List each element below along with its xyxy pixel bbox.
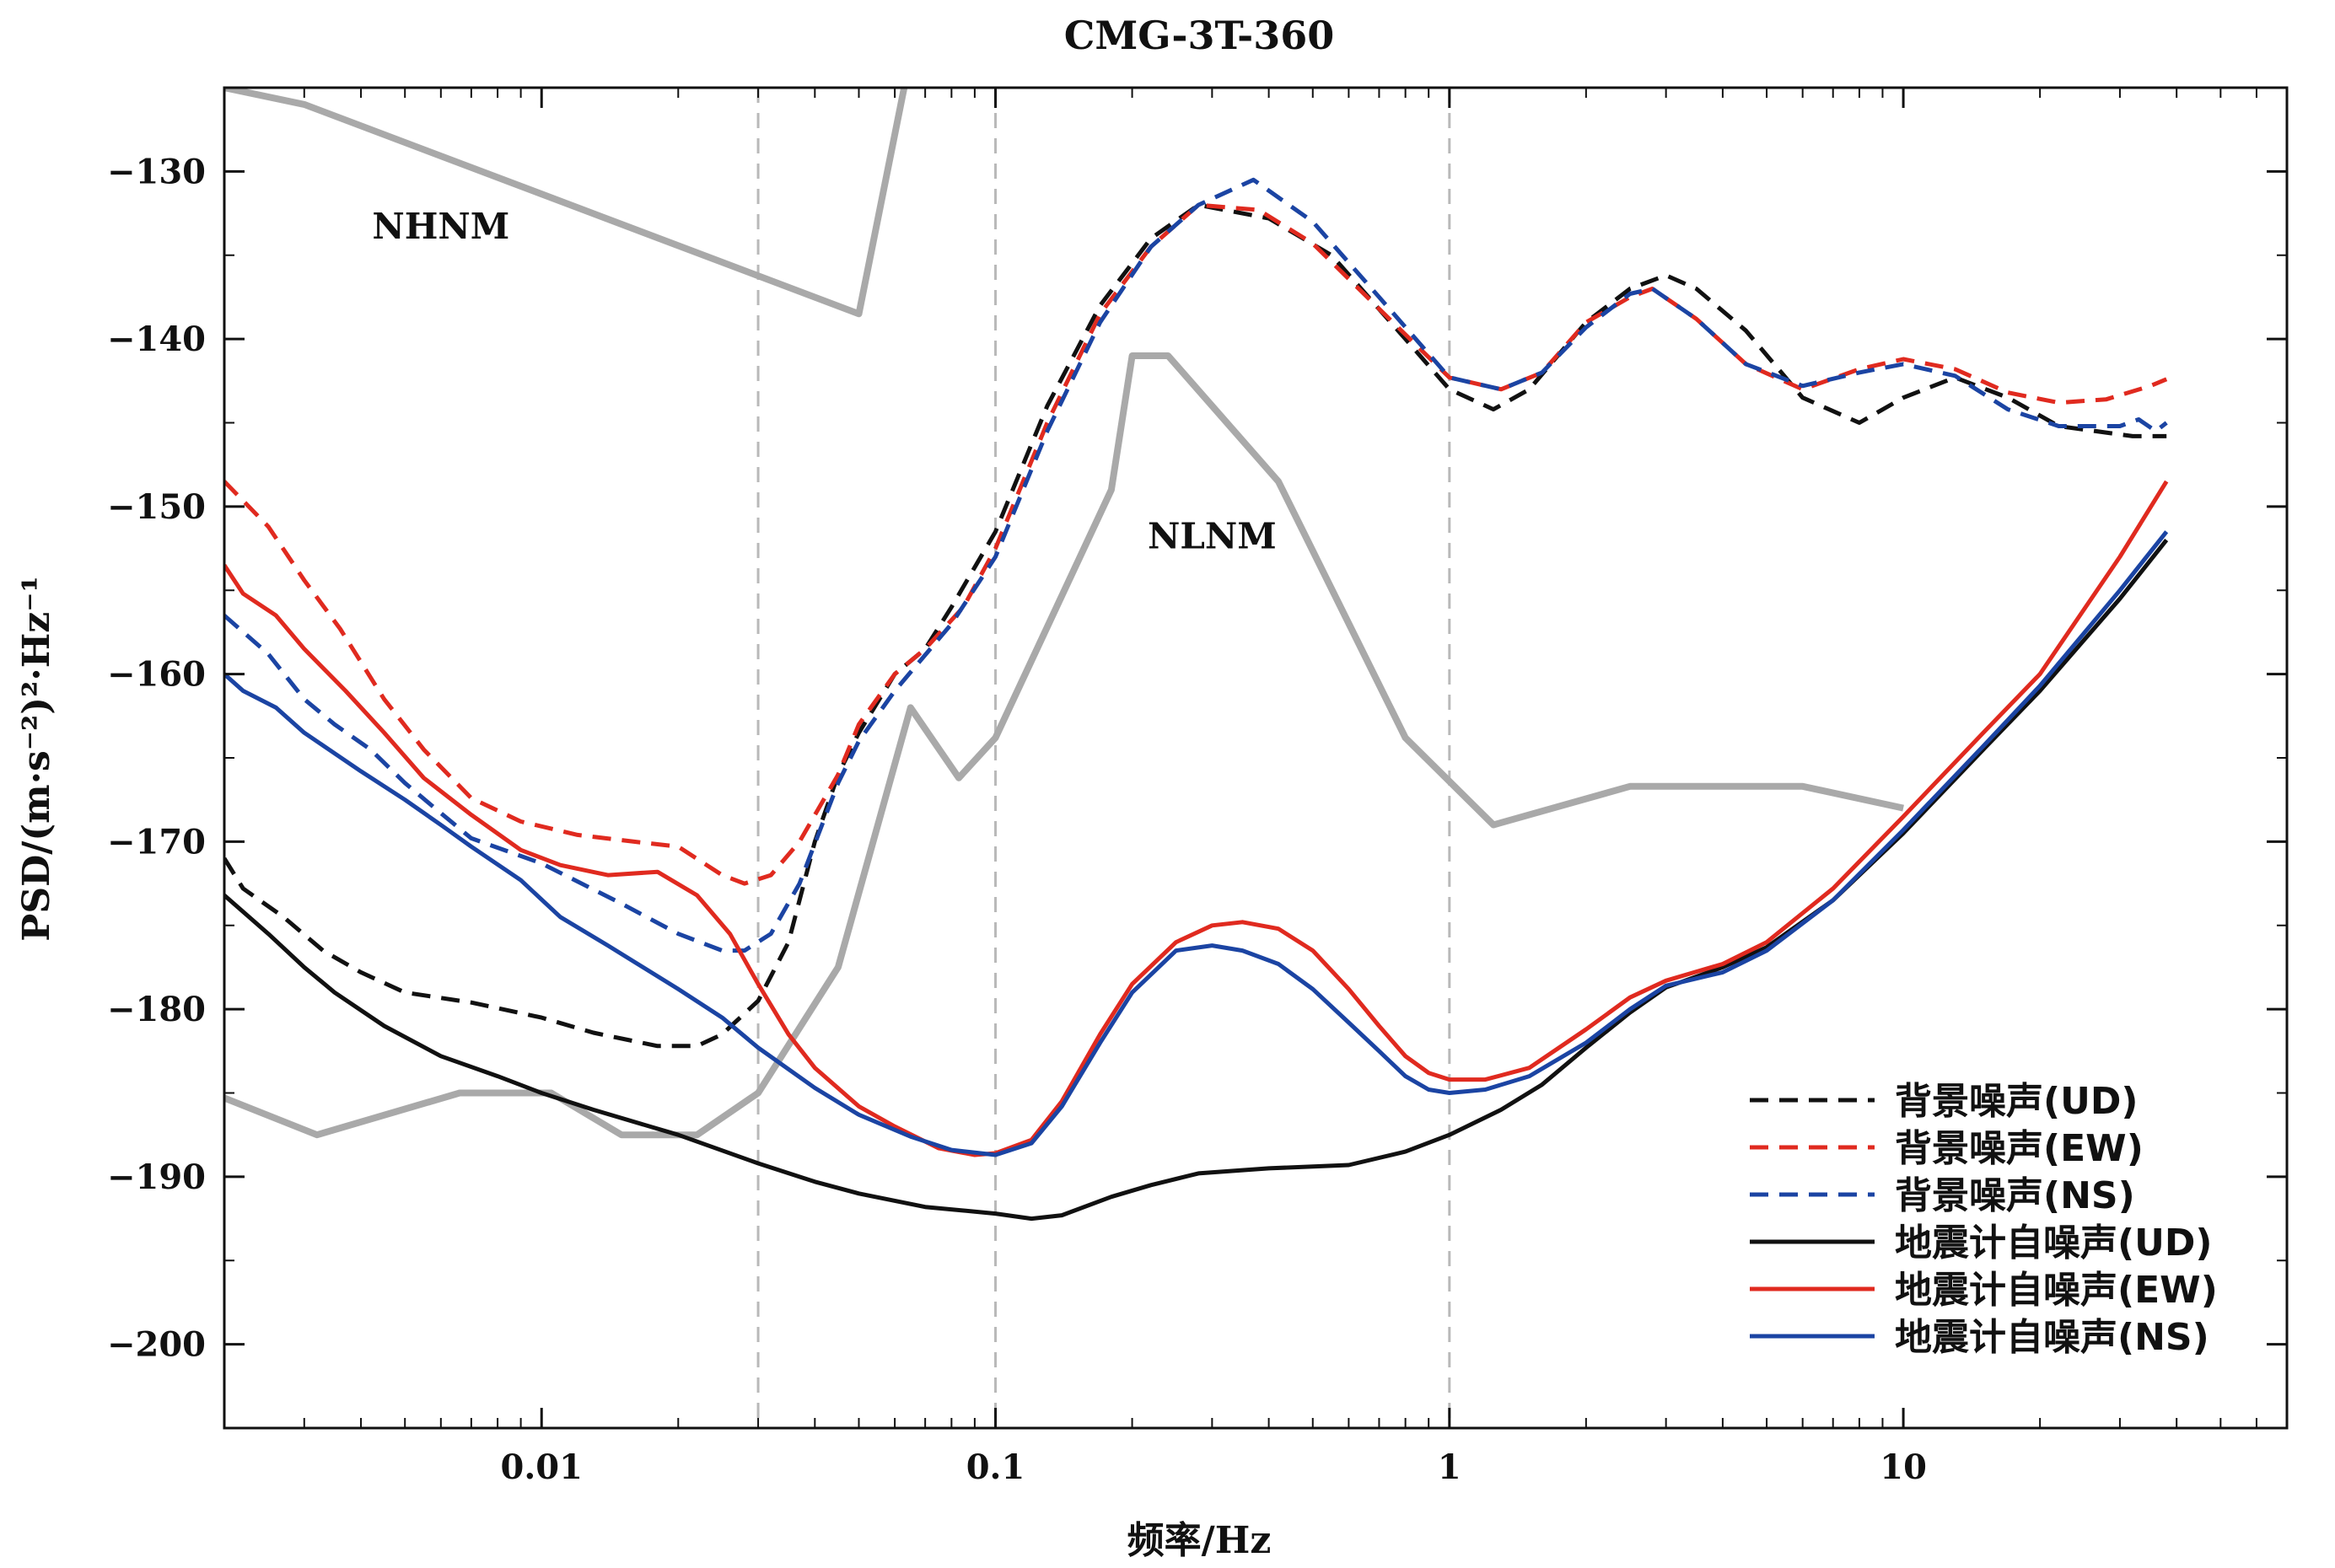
x-tick-label-0: 0.01	[501, 1447, 583, 1487]
legend-label-0: 背景噪声(UD)	[1895, 1080, 2138, 1123]
y-tick-label-0: −200	[107, 1325, 206, 1365]
nlnm-curve	[224, 352, 1904, 1139]
series-5-line	[224, 530, 2169, 1157]
chart-title: CMG-3T-360	[1064, 13, 1335, 58]
legend-label-1: 背景噪声(EW)	[1895, 1127, 2144, 1170]
series-4-line	[224, 480, 2169, 1157]
y-tick-label-4: −160	[107, 655, 206, 695]
legend-label-5: 地震计自噪声(NS)	[1895, 1316, 2209, 1359]
y-tick-label-6: −140	[107, 320, 206, 359]
legend-label-2: 背景噪声(NS)	[1895, 1174, 2135, 1217]
y-tick-label-2: −180	[107, 990, 206, 1029]
series-0-line	[224, 202, 2167, 1049]
psd-series	[224, 177, 2169, 1222]
annotation-nhnm: NHNM	[372, 206, 509, 247]
axis-ticks: 0.01 0.1 1 10 −200 −190 −180 −170 −160 −150 −140 −1…	[107, 87, 2288, 1487]
legend: 背景噪声(UD)背景噪声(EW)背景噪声(NS)地震计自噪声(UD)地震计自噪声…	[1750, 1080, 2218, 1359]
nhnm-curve	[224, 88, 908, 318]
series-2-line	[224, 177, 2168, 953]
x-tick-label-3: 10	[1880, 1447, 1927, 1487]
x-axis-label: 频率/Hz	[1127, 1519, 1272, 1562]
y-tick-label-7: −130	[107, 152, 206, 191]
annotation-nlnm: NLNM	[1148, 516, 1277, 557]
x-tick-label-2: 1	[1438, 1447, 1461, 1487]
y-tick-label-3: −170	[107, 822, 206, 862]
series-3-line	[224, 539, 2169, 1222]
x-tick-label-1: 0.1	[966, 1447, 1025, 1487]
reference-vlines	[756, 88, 1451, 1428]
y-tick-label-1: −190	[107, 1157, 206, 1197]
legend-label-4: 地震计自噪声(EW)	[1895, 1269, 2218, 1312]
y-tick-label-5: −150	[107, 487, 206, 527]
y-axis-label: PSD/(m·s⁻²)²·Hz⁻¹	[15, 576, 58, 942]
legend-label-3: 地震计自噪声(UD)	[1895, 1222, 2212, 1265]
annotations: NHNM NLNM	[372, 206, 1276, 557]
